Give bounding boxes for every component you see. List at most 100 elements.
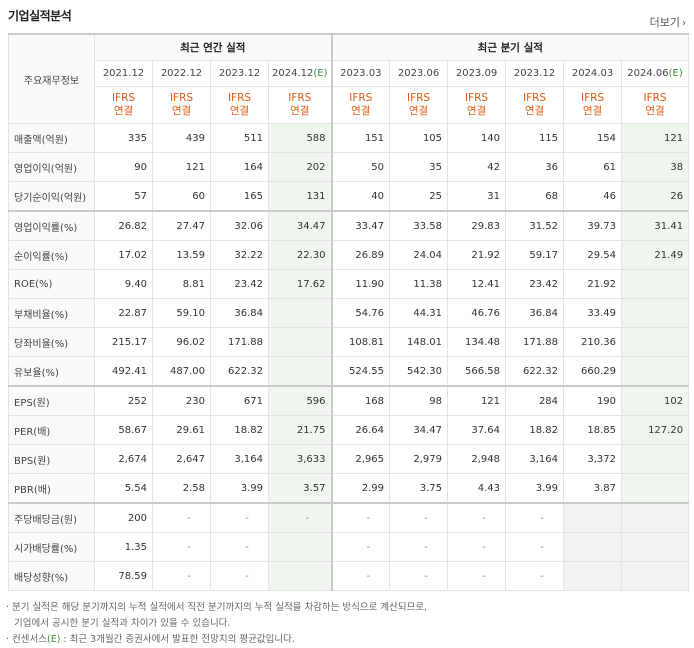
period-1: 2021.12 [94,60,153,87]
table-row: 영업이익(억원) 90 121 164 202 50 35 42 36 61 38 [8,152,690,182]
table-cell [621,473,690,504]
more-label: 더보기 [649,16,680,29]
table-cell: 9.40 [94,269,153,299]
table-cell: 34.47 [389,415,449,445]
table-cell [267,532,333,562]
table-cell: 3,164 [505,444,565,474]
table-cell [621,502,690,533]
note-3: · 컨센서스(E) : 최근 3개월간 증권사에서 발표한 전망치의 평균값입니… [6,632,427,648]
table-cell [267,561,333,591]
table-row: 주당배당금(원) 200- - - - - - - [8,502,690,533]
table-cell: 36 [505,152,565,182]
table-cell: 26.64 [330,415,391,445]
table-cell: 148.01 [389,327,449,357]
table-cell: - [152,561,211,591]
table-cell [563,502,623,533]
table-cell: 542.30 [389,356,449,387]
ifrs-label: IFRS 연결 [505,86,565,124]
table-cell: 2,965 [330,444,391,474]
table-cell: 60 [152,181,211,212]
table-cell: 32.22 [210,240,269,270]
table-cell: 2.99 [330,473,391,504]
table-cell [621,356,690,387]
table-cell: 59.17 [505,240,565,270]
table-cell: 121 [447,385,507,416]
row-label: 순이익률(%) [8,240,95,270]
table-cell: - [389,502,449,533]
table-cell: 3,164 [210,444,269,474]
table-row: 유보율(%) 492.41 487.00 622.32 524.55 542.30 566.… [8,356,690,387]
table-cell: 11.38 [389,269,449,299]
table-row: 순이익률(%) 17.02 13.59 32.22 22.30 26.89 24.04 21.… [8,240,690,270]
table-cell: 29.61 [152,415,211,445]
table-cell: 59.10 [152,298,211,328]
table-cell: 3.99 [505,473,565,504]
table-cell: 26.82 [94,210,153,241]
table-cell: 202 [267,152,333,182]
table-row: 매출액(억원) 335 439 511 588 151 105 140 115 154 121 [8,123,690,153]
table-cell: 34.47 [267,210,333,241]
table-cell: 36.84 [210,298,269,328]
period-7: 2023.09 [447,60,507,87]
ifrs-label: IFRS 연결 [563,86,623,124]
table-cell: 5.54 [94,473,153,504]
table-row: 부채비율(%) 22.87 59.10 36.84 54.76 44.31 46.76 36.… [8,298,690,328]
table-cell: - [152,502,211,533]
table-cell: 252 [94,385,153,416]
table-cell: 26.89 [330,240,391,270]
table-row: 배당성향(%) 78.59- - - - - - [8,561,690,591]
table-cell: 13.59 [152,240,211,270]
table-cell: 23.42 [210,269,269,299]
table-cell: 487.00 [152,356,211,387]
note-3-prefix: · 컨센서스 [6,634,47,645]
row-label: 영업이익(억원) [8,152,95,182]
table-cell: - [505,532,565,562]
table-cell [563,561,623,591]
table-cell: 18.82 [210,415,269,445]
table-cell [621,532,690,562]
table-cell: 200 [94,502,153,533]
more-link[interactable]: 더보기 › [650,14,686,30]
note-3-text: : 최근 3개월간 증권사에서 발표한 전망치의 평균값입니다. [60,634,295,645]
table-row: 당좌비율(%) 215.17 96.02 171.88 108.81 148.01 134.… [8,327,690,357]
ifrs-label: IFRS 연결 [330,86,391,124]
table-cell: 22.30 [267,240,333,270]
table-cell: 44.31 [389,298,449,328]
table-cell: 25 [389,181,449,212]
table-cell: 17.02 [94,240,153,270]
table-row: ROE(%) 9.40 8.81 23.42 17.62 11.90 11.38 12.41 2… [8,269,690,299]
table-cell [267,327,333,357]
table-cell: 151 [330,123,391,153]
quarter-header: 최근 분기 실적 [330,33,690,61]
period-2: 2022.12 [152,60,211,87]
table-cell: 61 [563,152,623,182]
row-label: 시가배당률(%) [8,532,95,562]
period-5: 2023.03 [330,60,391,87]
table-cell: 171.88 [505,327,565,357]
table-cell: 588 [267,123,333,153]
table-cell: 98 [389,385,449,416]
table-cell: 37.64 [447,415,507,445]
period-3: 2023.12 [210,60,269,87]
table-cell: 26 [621,181,690,212]
ifrs-label: IFRS 연결 [152,86,211,124]
table-cell [563,532,623,562]
table-cell: 165 [210,181,269,212]
row-label: 유보율(%) [8,356,95,387]
table-cell: - [152,532,211,562]
table-cell: 210.36 [563,327,623,357]
table-cell: 171.88 [210,327,269,357]
table-cell: 42 [447,152,507,182]
table-cell: 492.41 [94,356,153,387]
table-cell: 335 [94,123,153,153]
table-cell [621,444,690,474]
table-row: PER(배) 58.67 29.61 18.82 21.75 26.64 34.47 37.6… [8,415,690,445]
table-cell: 24.04 [389,240,449,270]
row-label: EPS(원) [8,385,95,416]
table-cell: - [210,502,269,533]
table-cell: 134.48 [447,327,507,357]
table-cell: 35 [389,152,449,182]
table-cell: 21.49 [621,240,690,270]
table-cell: 29.54 [563,240,623,270]
table-cell: - [389,532,449,562]
